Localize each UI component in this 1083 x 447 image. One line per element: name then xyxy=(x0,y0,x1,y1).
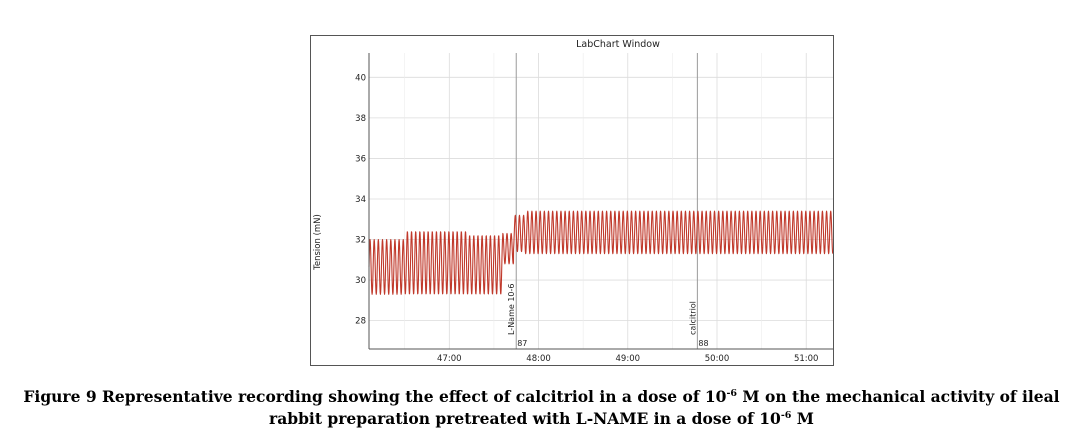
caption-line-2-tail: M xyxy=(791,409,814,428)
y-tick-label: 34 xyxy=(355,195,366,205)
y-tick-label: 36 xyxy=(355,154,366,164)
plot-background xyxy=(369,53,833,349)
x-tick-label: 51:00 xyxy=(794,354,819,364)
caption-line-2-text: rabbit preparation pretreated with L-NAM… xyxy=(269,409,781,428)
caption-line-2: rabbit preparation pretreated with L-NAM… xyxy=(0,408,1083,430)
event-marker-label: L-Name 10-6 xyxy=(507,283,516,335)
trace xyxy=(368,210,833,295)
caption-line-2-superscript: -6 xyxy=(780,410,792,421)
grid xyxy=(369,53,833,349)
event-marker-number: 88 xyxy=(698,339,708,348)
y-tick-label: 28 xyxy=(355,317,366,327)
caption-line-1-superscript: -6 xyxy=(726,388,738,399)
caption-line-1: Figure 9 Representative recording showin… xyxy=(0,386,1083,408)
x-tick-label: 48:00 xyxy=(526,354,551,364)
caption-line-1-text: Figure 9 Representative recording showin… xyxy=(23,387,727,406)
chart-area: LabChart Window L-Name 10-687 calcitriol8… xyxy=(313,39,833,364)
y-axis-label: Tension (mN) xyxy=(313,214,323,271)
labchart-window: LabChart Window L-Name 10-6 87 calcitriol 8… xyxy=(310,35,834,366)
y-tick-label: 40 xyxy=(355,73,366,83)
y-tick-label: 32 xyxy=(355,236,366,246)
y-tick-label: 30 xyxy=(355,276,366,286)
figure-caption: Figure 9 Representative recording showin… xyxy=(0,386,1083,430)
x-tick-label: 49:00 xyxy=(616,354,641,364)
axes: 28 30 32 34 36 38 40 47:00 48:00 49:00 50:00 51:00 xyxy=(355,53,833,364)
y-tick-label: 38 xyxy=(355,114,366,124)
x-tick-label: 50:00 xyxy=(705,354,730,364)
caption-line-1-tail: M on the mechanical activity of ileal xyxy=(737,387,1060,406)
event-marker-number: 87 xyxy=(517,339,527,348)
tension-trace-line xyxy=(368,210,833,295)
window-title: LabChart Window xyxy=(576,39,660,50)
x-tick-label: 47:00 xyxy=(437,354,462,364)
event-marker-label: calcitriol xyxy=(688,301,697,335)
